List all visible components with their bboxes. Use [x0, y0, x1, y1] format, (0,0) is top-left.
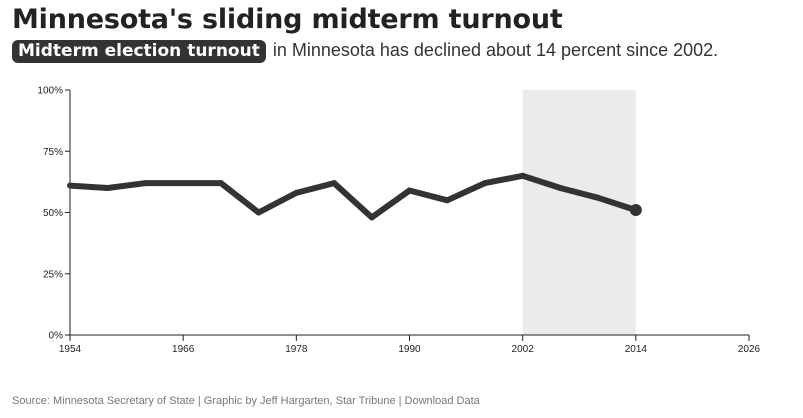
y-tick-label: 75% — [43, 147, 63, 158]
axes-layer: 0% 25% 50% 75% 100% 1954 1966 1978 1990 2002 2014 2… — [37, 86, 760, 356]
data-point — [481, 180, 488, 187]
highlight-layer — [522, 90, 636, 335]
x-tick-label: 1954 — [59, 344, 82, 355]
data-point — [557, 185, 564, 191]
x-tick-label: 1990 — [398, 344, 421, 355]
x-tick-label: 2014 — [625, 344, 648, 355]
data-point — [595, 194, 602, 201]
chart-title: Minnesota's sliding midterm turnout — [12, 4, 563, 35]
data-point — [519, 172, 526, 179]
line-chart: 0% 25% 50% 75% 100% 1954 1966 1978 1990 2002 2014 2… — [37, 86, 760, 356]
x-tick-label: 2002 — [512, 344, 535, 355]
y-tick-label: 50% — [43, 208, 63, 219]
y-tick-label: 100% — [37, 86, 63, 97]
end-point — [629, 204, 642, 217]
data-point — [331, 180, 338, 187]
data-point — [293, 189, 300, 196]
subtitle-badge: Midterm election turnout — [12, 40, 266, 63]
highlight-band — [522, 90, 636, 335]
y-tick-label: 25% — [43, 269, 63, 280]
data-point — [255, 209, 262, 216]
x-tick-label: 1978 — [285, 344, 308, 355]
data-point — [142, 180, 149, 187]
data-point — [217, 180, 224, 187]
source-credit: Source: Minnesota Secretary of State | G… — [12, 395, 480, 407]
data-point — [368, 214, 375, 221]
series-layer — [67, 172, 642, 221]
x-tick-label: 1966 — [172, 344, 195, 355]
download-data-link[interactable]: Download Data — [404, 395, 480, 407]
turnout-line — [69, 172, 637, 221]
y-tick-label: 0% — [49, 331, 64, 342]
source-text: Source: Minnesota Secretary of State | G… — [12, 395, 405, 407]
chart-subtitle: Midterm election turnout in Minnesota ha… — [12, 40, 718, 63]
subtitle-text: in Minnesota has declined about 14 perce… — [272, 40, 719, 60]
data-point — [67, 182, 73, 189]
x-tick-label: 2026 — [738, 344, 761, 355]
data-point — [406, 187, 413, 194]
data-point — [444, 197, 451, 204]
data-point — [180, 180, 187, 187]
data-point — [104, 185, 111, 191]
